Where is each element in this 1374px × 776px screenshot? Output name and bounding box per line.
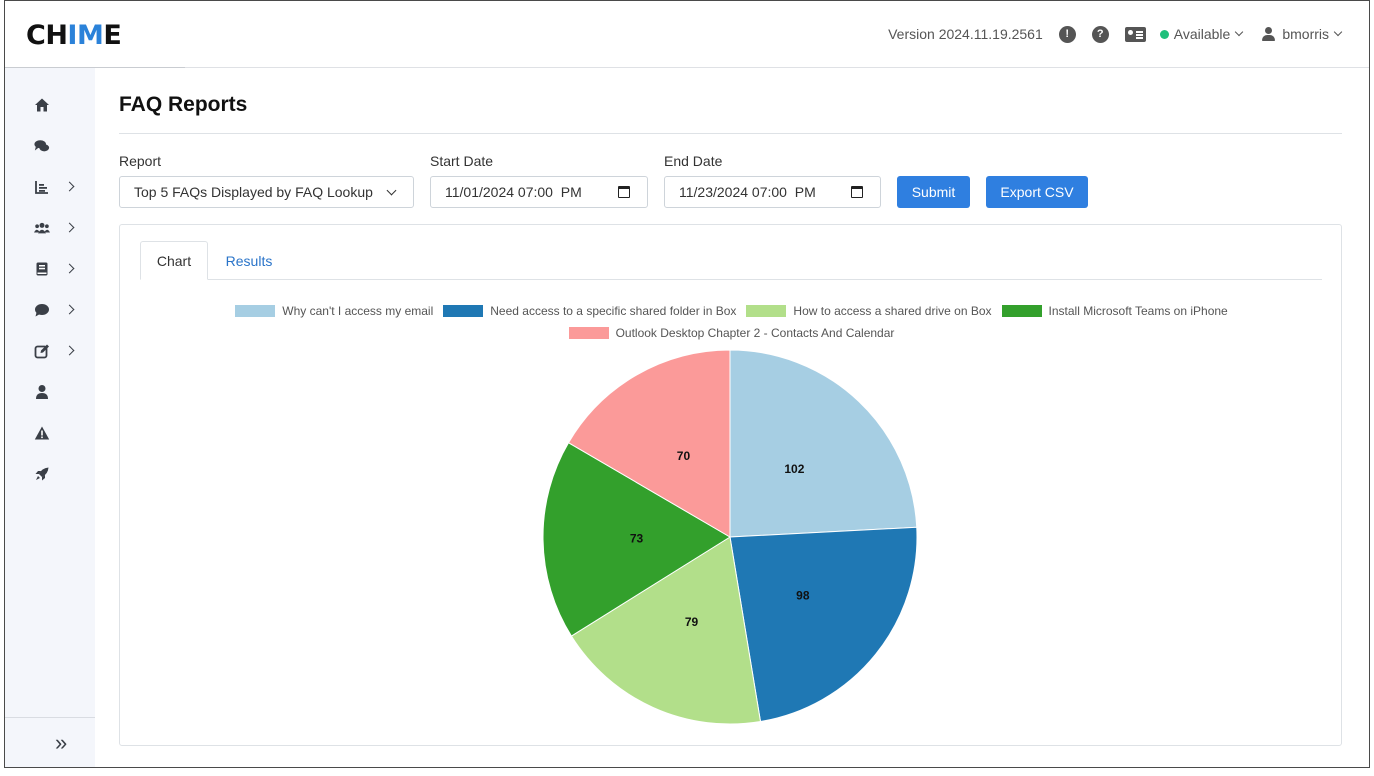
start-date-value: 11/01/2024 07:00 PM: [445, 184, 582, 200]
expand-sidebar-icon[interactable]: »: [55, 730, 68, 755]
tab-chart[interactable]: Chart: [140, 241, 208, 280]
legend-row: Why can't I access my email Need access …: [120, 303, 1343, 319]
pie-slice[interactable]: [567, 349, 731, 538]
chevron-right-icon: [64, 304, 75, 315]
pie-slice[interactable]: [542, 442, 731, 637]
edit-icon: [34, 343, 50, 359]
sidebar-item-profile[interactable]: [34, 381, 74, 403]
alert-icon[interactable]: !: [1058, 25, 1076, 43]
contact-card-icon[interactable]: [1124, 26, 1146, 42]
title-divider: [119, 133, 1342, 134]
username: bmorris: [1282, 26, 1329, 42]
legend-item[interactable]: Why can't I access my email: [235, 304, 433, 318]
chevron-right-icon: [64, 181, 75, 192]
legend-swatch: [1001, 305, 1042, 317]
chevron-right-icon: [64, 263, 75, 274]
pie-slice-label: 98: [796, 589, 810, 603]
chevron-down-icon: [1333, 27, 1343, 37]
sidebar-item-alerts[interactable]: [34, 422, 74, 444]
legend-label: How to access a shared drive on Box: [793, 304, 992, 318]
status-dropdown[interactable]: Available: [1159, 26, 1244, 42]
chevron-right-icon: [64, 345, 75, 356]
legend-label: Outlook Desktop Chapter 2 - Contacts And…: [615, 326, 895, 340]
end-date-input[interactable]: 11/23/2024 07:00 PM: [664, 176, 881, 208]
pie-slice-label: 79: [685, 615, 699, 629]
sidebar-item-edit[interactable]: [34, 340, 75, 362]
report-panel: Chart Results Why can't I access my emai…: [119, 224, 1342, 746]
book-icon: [34, 261, 50, 277]
tab-results[interactable]: Results: [225, 252, 273, 269]
start-date-input[interactable]: 11/01/2024 07:00 PM: [430, 176, 648, 208]
legend-label: Install Microsoft Teams on iPhone: [1048, 304, 1228, 318]
rocket-icon: [34, 466, 50, 482]
legend-item[interactable]: How to access a shared drive on Box: [746, 304, 992, 318]
report-select[interactable]: Top 5 FAQs Displayed by FAQ Lookup: [119, 176, 414, 208]
chart-legend: Why can't I access my email Need access …: [120, 303, 1343, 347]
calendar-icon[interactable]: [618, 186, 630, 198]
user-icon: [1262, 27, 1276, 41]
report-select-value: Top 5 FAQs Displayed by FAQ Lookup: [134, 184, 373, 200]
sidebar-item-messages[interactable]: [34, 299, 75, 321]
status-label: Available: [1173, 26, 1231, 42]
tabs-divider: [140, 279, 1322, 280]
legend-swatch: [746, 305, 787, 317]
chime-logo[interactable]: CHIME: [26, 20, 122, 51]
pie-slice-label: 73: [630, 531, 644, 545]
legend-item[interactable]: Outlook Desktop Chapter 2 - Contacts And…: [568, 326, 895, 340]
legend-swatch: [235, 305, 276, 317]
end-date-label: End Date: [664, 153, 723, 169]
export-csv-button[interactable]: Export CSV: [986, 176, 1088, 208]
legend-item[interactable]: Install Microsoft Teams on iPhone: [1001, 304, 1228, 318]
warning-icon: [34, 425, 50, 441]
legend-item[interactable]: Need access to a specific shared folder …: [443, 304, 736, 318]
header-actions: Version 2024.11.19.2561 ! ? Available bm…: [888, 23, 1343, 45]
legend-row: Outlook Desktop Chapter 2 - Contacts And…: [120, 325, 1343, 341]
users-icon: [34, 220, 50, 236]
pie-slice[interactable]: [729, 349, 918, 538]
legend-label: Need access to a specific shared folder …: [490, 304, 737, 318]
sidebar-item-users[interactable]: [34, 217, 75, 239]
sidebar-footer: »: [5, 717, 95, 767]
sidebar-item-home[interactable]: [34, 94, 74, 116]
chevron-down-icon: [1235, 27, 1244, 37]
pie-slice[interactable]: [729, 526, 918, 723]
reports-icon: [34, 179, 50, 195]
pie-slice[interactable]: [570, 536, 762, 725]
page-title: FAQ Reports: [119, 93, 248, 116]
calendar-icon[interactable]: [851, 186, 863, 198]
start-date-label: Start Date: [430, 153, 494, 169]
sidebar: »: [5, 68, 95, 767]
user-menu[interactable]: bmorris: [1262, 26, 1343, 42]
legend-label: Why can't I access my email: [282, 304, 434, 318]
comment-icon: [34, 302, 50, 318]
status-indicator: [1159, 29, 1169, 39]
home-icon: [34, 97, 50, 113]
logo-divider: [5, 67, 185, 68]
app-window: CHIME Version 2024.11.19.2561 ! ? Availa…: [4, 0, 1370, 768]
report-label: Report: [119, 153, 162, 169]
sidebar-item-launch[interactable]: [34, 463, 74, 485]
sidebar-item-chat[interactable]: [34, 135, 74, 157]
pie-slice-label: 70: [677, 449, 691, 463]
top-bar: CHIME Version 2024.11.19.2561 ! ? Availa…: [5, 1, 1369, 68]
submit-button[interactable]: Submit: [897, 176, 970, 208]
legend-swatch: [568, 327, 609, 339]
help-icon[interactable]: ?: [1091, 25, 1109, 43]
chevron-down-icon: [386, 185, 397, 196]
chat-icon: [34, 138, 50, 154]
legend-swatch: [443, 305, 484, 317]
end-date-value: 11/23/2024 07:00 PM: [679, 184, 816, 200]
pie-slice-label: 102: [784, 462, 804, 476]
user-icon: [34, 384, 50, 400]
version-text: Version 2024.11.19.2561: [888, 26, 1043, 42]
sidebar-item-knowledge[interactable]: [34, 258, 75, 280]
sidebar-item-reports[interactable]: [34, 176, 75, 198]
chevron-right-icon: [64, 222, 75, 233]
